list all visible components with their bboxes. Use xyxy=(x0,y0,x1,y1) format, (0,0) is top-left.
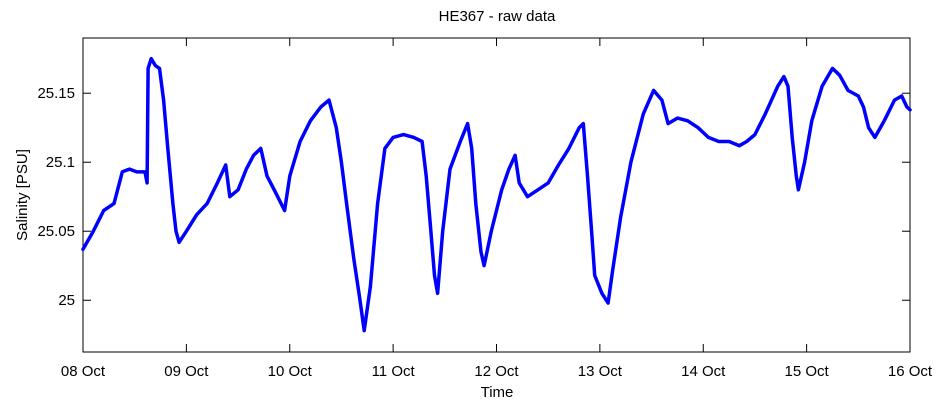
x-tick-label: 08 Oct xyxy=(61,363,106,380)
y-tick-label: 25.1 xyxy=(46,154,75,171)
plot-frame xyxy=(82,37,911,353)
x-tick-label: 12 Oct xyxy=(474,363,519,380)
series-layer xyxy=(81,56,912,333)
series-line xyxy=(81,56,912,333)
x-axis: 08 Oct 09 Oct 10 Oct 11 Oct 12 Oct 13 Oct 14 O… xyxy=(61,38,933,380)
y-tick-label: 25.15 xyxy=(37,85,75,102)
y-tick-label: 25 xyxy=(58,292,75,309)
y-axis: 25 25.05 25.1 25.15 xyxy=(37,85,910,309)
chart-title: HE367 - raw data xyxy=(439,8,556,25)
y-tick-label: 25.05 xyxy=(37,223,75,240)
x-tick-label: 11 Oct xyxy=(372,363,416,380)
x-tick-label: 16 Oct xyxy=(888,363,933,380)
y-axis-label: Salinity [PSU] xyxy=(14,149,31,241)
x-tick-label: 13 Oct xyxy=(578,363,623,380)
x-tick-label: 15 Oct xyxy=(785,363,830,380)
x-tick-label: 10 Oct xyxy=(268,363,313,380)
x-tick-label: 09 Oct xyxy=(164,363,209,380)
x-tick-label: 14 Oct xyxy=(681,363,726,380)
x-axis-label: Time xyxy=(481,384,514,401)
